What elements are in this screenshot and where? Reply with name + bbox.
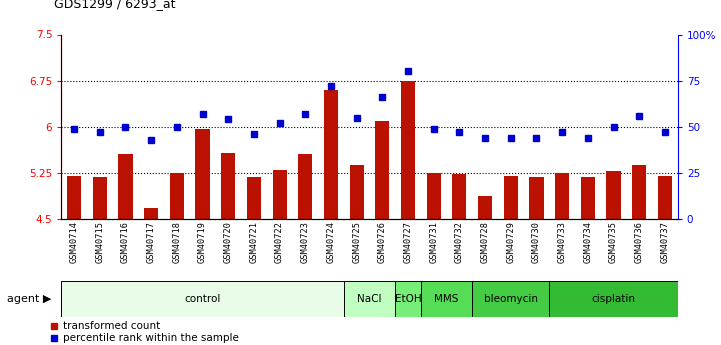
Text: GSM40736: GSM40736: [634, 221, 644, 263]
Text: percentile rank within the sample: percentile rank within the sample: [63, 333, 239, 343]
Bar: [658, 176, 672, 219]
Bar: [478, 196, 492, 219]
Text: GSM40719: GSM40719: [198, 221, 207, 263]
Bar: [350, 165, 363, 219]
Bar: [504, 176, 518, 219]
Bar: [376, 121, 389, 219]
Bar: [529, 177, 544, 219]
Text: MMS: MMS: [434, 294, 459, 304]
Bar: [581, 177, 595, 219]
Bar: [118, 155, 133, 219]
Bar: [67, 176, 81, 219]
Bar: [298, 155, 312, 219]
Bar: [606, 171, 621, 219]
Bar: [555, 173, 569, 219]
Bar: [273, 170, 287, 219]
Bar: [427, 173, 441, 219]
Text: GSM40723: GSM40723: [301, 221, 310, 263]
Text: GSM40730: GSM40730: [532, 221, 541, 263]
Bar: [324, 90, 338, 219]
Bar: [195, 129, 210, 219]
Text: GSM40722: GSM40722: [275, 221, 284, 263]
Text: GSM40715: GSM40715: [95, 221, 105, 263]
Text: GSM40737: GSM40737: [660, 221, 669, 263]
Text: GSM40728: GSM40728: [481, 221, 490, 263]
Bar: [61, 281, 344, 317]
Text: GSM40718: GSM40718: [172, 221, 182, 263]
Text: GSM40714: GSM40714: [70, 221, 79, 263]
Text: GSM40734: GSM40734: [583, 221, 593, 263]
Text: GSM40724: GSM40724: [327, 221, 335, 263]
Text: GSM40721: GSM40721: [249, 221, 258, 263]
Text: GSM40733: GSM40733: [557, 221, 567, 263]
Bar: [472, 281, 549, 317]
Text: GSM40720: GSM40720: [224, 221, 233, 263]
Bar: [344, 281, 395, 317]
Text: bleomycin: bleomycin: [484, 294, 538, 304]
Text: GSM40716: GSM40716: [121, 221, 130, 263]
Text: GDS1299 / 6293_at: GDS1299 / 6293_at: [54, 0, 176, 10]
Text: transformed count: transformed count: [63, 322, 160, 332]
Text: GSM40727: GSM40727: [404, 221, 412, 263]
Text: GSM40731: GSM40731: [429, 221, 438, 263]
Bar: [632, 165, 646, 219]
Text: GSM40732: GSM40732: [455, 221, 464, 263]
Bar: [452, 174, 466, 219]
Bar: [221, 152, 235, 219]
Text: agent ▶: agent ▶: [7, 294, 52, 304]
Text: cisplatin: cisplatin: [591, 294, 635, 304]
Text: GSM40725: GSM40725: [352, 221, 361, 263]
Text: control: control: [185, 294, 221, 304]
Text: EtOH: EtOH: [394, 294, 421, 304]
Text: GSM40729: GSM40729: [506, 221, 516, 263]
Bar: [170, 173, 184, 219]
Bar: [144, 208, 158, 219]
Bar: [395, 281, 421, 317]
Bar: [247, 177, 261, 219]
Text: NaCl: NaCl: [358, 294, 381, 304]
Bar: [93, 177, 107, 219]
Text: GSM40726: GSM40726: [378, 221, 387, 263]
Text: GSM40735: GSM40735: [609, 221, 618, 263]
Text: GSM40717: GSM40717: [146, 221, 156, 263]
Bar: [549, 281, 678, 317]
Bar: [401, 81, 415, 219]
Bar: [421, 281, 472, 317]
